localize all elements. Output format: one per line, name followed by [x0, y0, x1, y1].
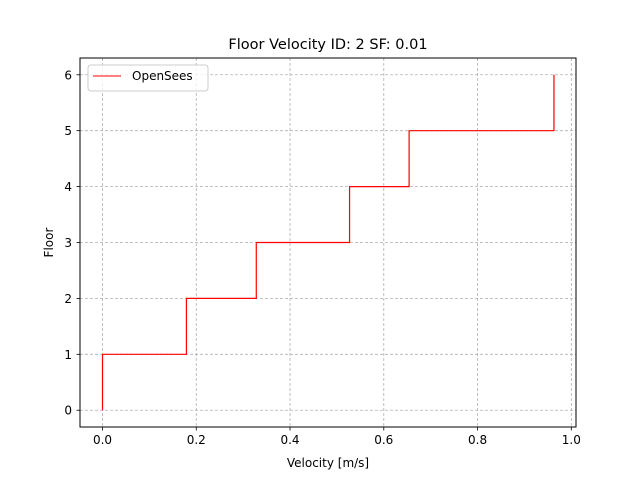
- y-axis-label: Floor: [42, 228, 56, 258]
- x-tick-label: 1.0: [562, 433, 581, 447]
- y-tick-label: 5: [64, 124, 72, 138]
- ticks: 0.0 0.2 0.4 0.6 0.8 1.0 0 1 2 3 4 5 6: [64, 68, 580, 447]
- legend-label: OpenSees: [132, 69, 193, 83]
- x-tick-label: 0.0: [93, 433, 112, 447]
- y-tick-label: 2: [64, 292, 72, 306]
- y-tick-label: 4: [64, 180, 72, 194]
- x-axis-label: Velocity [m/s]: [287, 456, 369, 470]
- y-tick-label: 1: [64, 348, 72, 362]
- legend: OpenSees: [87, 64, 209, 92]
- series-layer: [101, 74, 555, 411]
- x-tick-label: 0.2: [187, 433, 206, 447]
- x-tick-label: 0.8: [468, 433, 487, 447]
- y-tick-label: 6: [64, 68, 72, 82]
- x-tick-label: 0.4: [280, 433, 299, 447]
- x-tick-label: 0.6: [374, 433, 393, 447]
- chart-title: Floor Velocity ID: 2 SF: 0.01: [228, 37, 427, 53]
- series-line-opensees: [101, 74, 555, 411]
- y-tick-label: 0: [64, 404, 72, 418]
- legend-box: [87, 64, 209, 92]
- y-tick-label: 3: [64, 236, 72, 250]
